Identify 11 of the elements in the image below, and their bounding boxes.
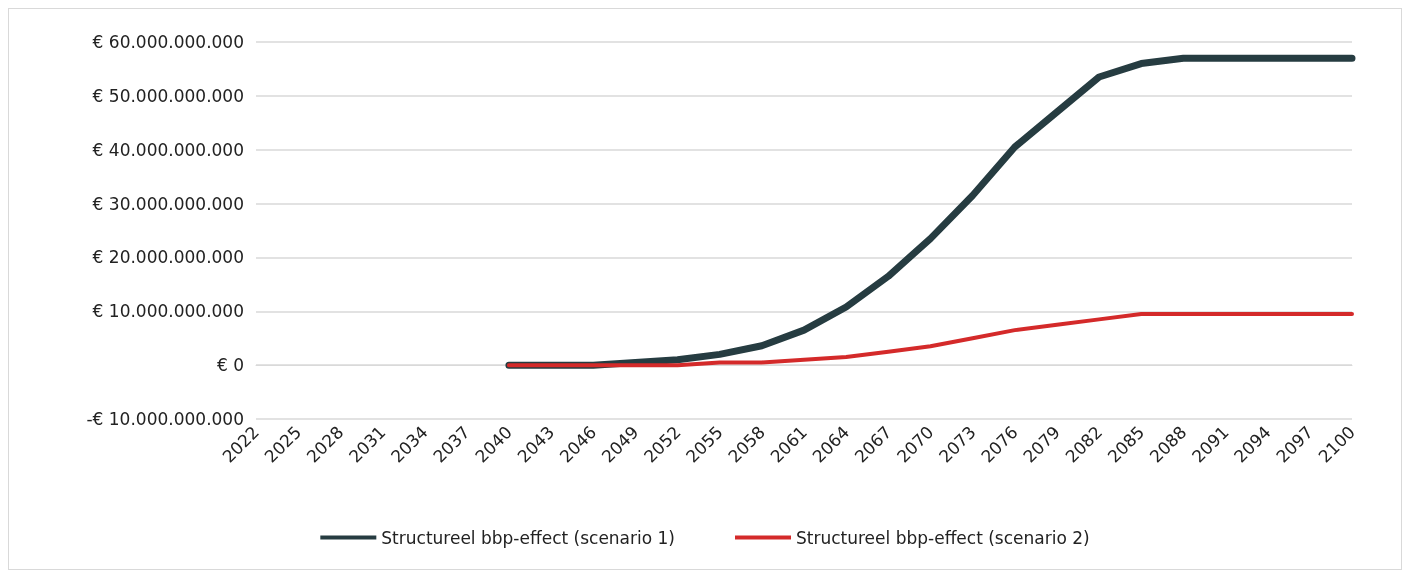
y-tick-label: -€ 10.000.000.000: [86, 409, 244, 429]
line-series: [506, 311, 1354, 368]
legend-label: Structureel bbp-effect (scenario 2): [796, 527, 1090, 548]
y-tick-label: € 0: [216, 355, 244, 376]
y-tick-label: € 60.000.000.000: [92, 32, 244, 52]
y-tick-label: € 30.000.000.000: [92, 193, 244, 214]
y-tick-label: € 10.000.000.000: [92, 301, 244, 322]
y-tick-label: € 40.000.000.000: [92, 139, 244, 160]
y-tick-label: € 20.000.000.000: [92, 247, 244, 268]
legend-label: Structureel bbp-effect (scenario 1): [381, 527, 676, 548]
y-tick-label: € 50.000.000.000: [92, 85, 244, 106]
